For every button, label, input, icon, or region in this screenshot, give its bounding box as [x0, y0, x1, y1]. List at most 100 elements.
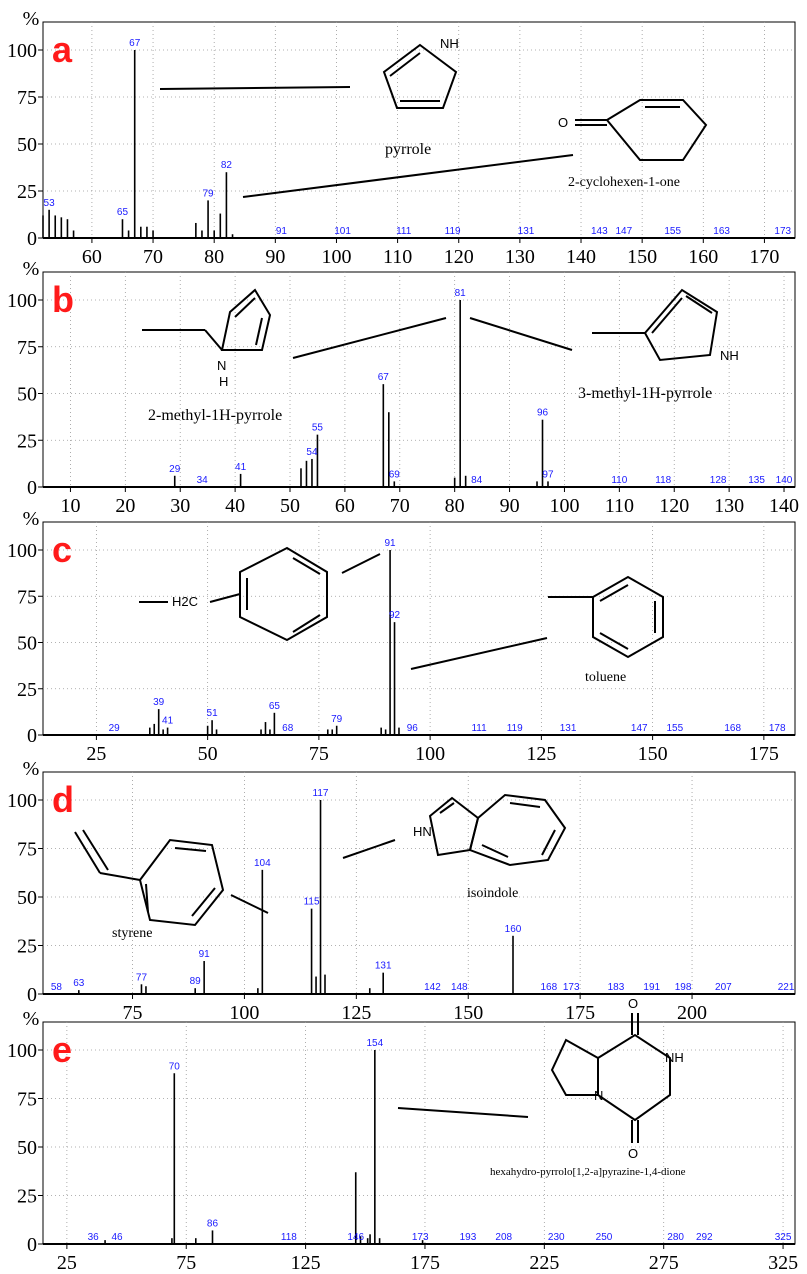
y-tick-label: 25 — [17, 936, 37, 958]
peak-label: 118 — [655, 475, 671, 486]
peak-label: 143 — [591, 226, 608, 237]
panel-letter: c — [52, 529, 72, 570]
x-tick-label: 120 — [659, 495, 689, 517]
x-tick-label: 75 — [123, 1002, 143, 1024]
x-tick-label: 60 — [82, 246, 102, 268]
x-tick-label: 90 — [265, 246, 285, 268]
spectrum-panel-c: 0 25 50 75 100% 25 50 75 100 125 150 175 29 39 41 51 656… — [7, 508, 796, 765]
x-tick-label: 275 — [649, 1252, 679, 1274]
x-tick-label: 150 — [638, 743, 668, 765]
benzyl-structure — [139, 546, 381, 642]
y-tick-label: 50 — [17, 633, 37, 655]
y-tick-label: 25 — [17, 430, 37, 452]
peak-label: 154 — [366, 1038, 383, 1049]
peak-label: 292 — [696, 1232, 713, 1243]
peak-label: 183 — [608, 982, 625, 993]
methylpyrrole-3-structure — [469, 288, 719, 362]
peak-label: 191 — [643, 982, 660, 993]
peak-label: 86 — [207, 1218, 219, 1229]
peak-label: 147 — [631, 723, 648, 734]
x-tick-label: 30 — [170, 495, 190, 517]
x-tick-label: 325 — [768, 1252, 798, 1274]
peak-label: 147 — [615, 226, 632, 237]
peak-label: 280 — [667, 1232, 684, 1243]
x-tick-label: 110 — [383, 246, 412, 268]
x-tick-label: 25 — [57, 1252, 77, 1274]
x-tick-label: 100 — [415, 743, 445, 765]
peak-label: 146 — [347, 1232, 364, 1243]
panel-letter: e — [52, 1029, 72, 1070]
styrene-leader-line — [230, 894, 269, 914]
peak-label: 67 — [129, 38, 141, 49]
peak-label: 82 — [221, 160, 233, 171]
benzyl-leader-line — [341, 553, 381, 574]
peak-label: 148 — [451, 982, 468, 993]
peak-label: 79 — [331, 714, 343, 725]
cyclohexenone-leader-line — [242, 154, 574, 198]
x-tick-label: 50 — [198, 743, 218, 765]
peak-label: 221 — [778, 982, 795, 993]
compound-name-pyrrole: pyrrole — [385, 141, 431, 158]
atom-label-dione-o-top: O — [628, 996, 638, 1011]
y-tick-label: 75 — [17, 337, 37, 359]
y-tick-label: 50 — [17, 1137, 37, 1159]
atom-label-methylpyrrole-h: H — [219, 374, 228, 389]
peak-label: 96 — [407, 723, 419, 734]
plot-frame — [42, 21, 796, 239]
peak-label: 160 — [505, 924, 522, 935]
peak-label: 131 — [375, 961, 392, 972]
peak-label: 119 — [507, 723, 523, 734]
panel-letter: b — [52, 279, 74, 320]
peak-label: 91 — [385, 538, 397, 549]
peak-label: 29 — [169, 464, 181, 475]
peak-label: 118 — [281, 1232, 297, 1243]
y-tick-label: 100 — [7, 790, 37, 812]
peak-label: 119 — [445, 226, 461, 237]
x-tick-label: 25 — [86, 743, 106, 765]
atom-label-methylpyrrole3-nh: NH — [720, 348, 739, 363]
peak-label: 140 — [776, 475, 793, 486]
peak-label: 92 — [389, 610, 401, 621]
compound-name-isoindole: isoindole — [467, 886, 518, 901]
x-tick-label: 110 — [605, 495, 634, 517]
peak-label: 163 — [713, 226, 730, 237]
peak-label: 131 — [560, 723, 577, 734]
y-tick-label: 0 — [27, 1234, 37, 1256]
spectrum-panel-d: 0 25 50 75 100% 75 100 125 150 175 200 58 63 77 89 91 10… — [7, 758, 796, 1024]
compound-name-cyclohexenone: 2-cyclohexen-1-one — [568, 175, 680, 190]
x-tick-label: 175 — [410, 1252, 440, 1274]
compound-name-2-methyl-pyrrole: 2-methyl-1H-pyrrole — [148, 407, 282, 424]
y-tick-label: 25 — [17, 181, 37, 203]
x-tick-label: 200 — [677, 1002, 707, 1024]
structure-drawings — [74, 43, 719, 1143]
percent-label: % — [23, 758, 40, 780]
pyrrolopyrazinedione-structure — [397, 1013, 671, 1143]
atom-label-methylpyrrole-n: N — [217, 358, 226, 373]
atom-label-dione-nh: NH — [665, 1050, 684, 1065]
peak-label: 155 — [664, 226, 681, 237]
x-tick-label: 125 — [341, 1002, 371, 1024]
peak-label: 84 — [471, 475, 483, 486]
peak-label: 111 — [396, 226, 412, 237]
y-tick-label: 0 — [27, 725, 37, 747]
panel-letter: a — [52, 29, 73, 70]
peak-label: 67 — [378, 372, 390, 383]
spectrum-panel-b: 0 25 50 75 100% 10 20 30 40 50 60 70 80 90 100 110 120 13… — [7, 258, 799, 517]
peak-label: 91 — [276, 226, 288, 237]
peak-label: 39 — [153, 697, 165, 708]
pyrrolopyrazinedione-leader-line — [397, 1107, 529, 1118]
y-tick-label: 100 — [7, 40, 37, 62]
peak-label: 111 — [471, 723, 487, 734]
cyclohexenone-structure — [242, 99, 708, 198]
peak-label: 79 — [203, 188, 215, 199]
pyrrole-structure — [159, 43, 458, 109]
peak-label: 41 — [162, 716, 174, 727]
peak-label: 81 — [455, 288, 467, 299]
y-tick-label: 0 — [27, 984, 37, 1006]
peak-label: 70 — [169, 1061, 181, 1072]
x-tick-label: 80 — [204, 246, 224, 268]
y-tick-label: 100 — [7, 1040, 37, 1062]
peak-label: 131 — [518, 226, 535, 237]
peak-label: 117 — [313, 788, 329, 799]
compound-name-toluene: toluene — [585, 670, 626, 685]
